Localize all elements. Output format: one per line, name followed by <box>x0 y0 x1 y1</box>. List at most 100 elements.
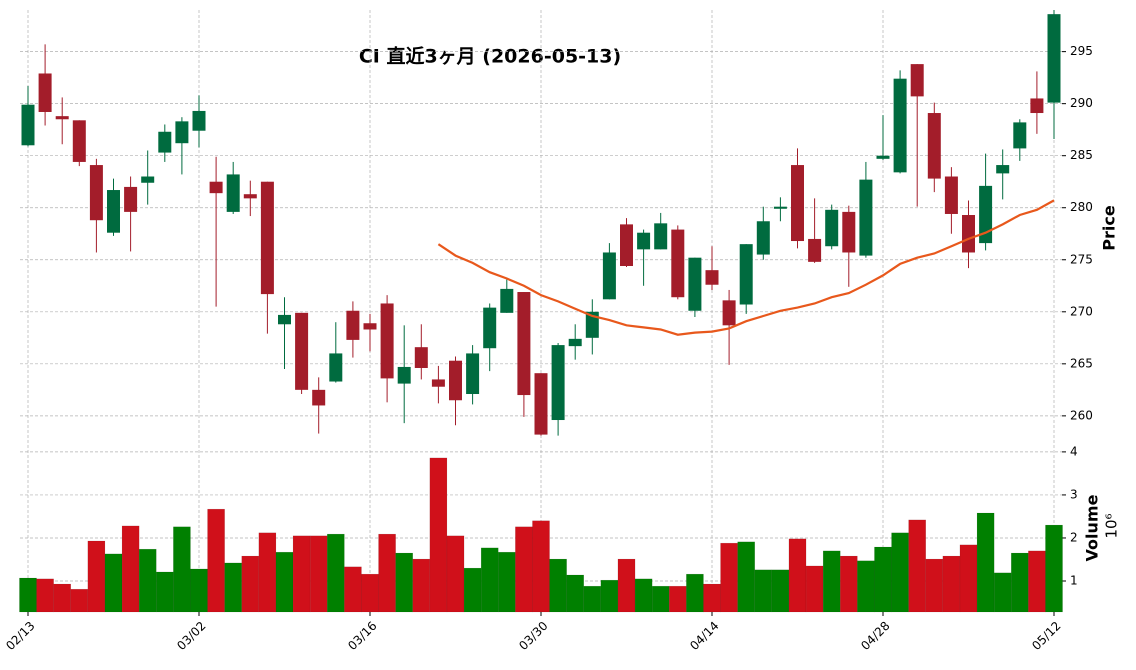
volume-bar <box>600 579 619 613</box>
volume-bar <box>840 555 858 613</box>
volume-bar <box>309 535 328 613</box>
candle-body <box>876 155 890 159</box>
volume-bar <box>498 551 516 613</box>
volume-bar <box>173 526 191 613</box>
candle-body <box>124 186 138 212</box>
y-tick-label: 265 <box>1070 356 1093 370</box>
volume-bar <box>669 585 687 613</box>
volume-bar <box>446 535 465 613</box>
y-tick-label: 2 <box>1070 530 1078 544</box>
candle-body <box>346 310 360 340</box>
volume-bar <box>275 551 294 613</box>
volume-bar <box>651 585 670 613</box>
x-tick-label: 03/02 <box>174 619 208 653</box>
volume-bar <box>87 540 106 613</box>
x-tick-label: 04/14 <box>687 619 721 653</box>
volume-bar <box>190 568 208 613</box>
candle-body <box>722 300 736 326</box>
y-tick-label: 3 <box>1070 487 1078 501</box>
volume-bar <box>788 538 807 613</box>
candle-body <box>312 389 326 406</box>
volume-bar <box>822 550 841 613</box>
volume-bar <box>959 544 978 613</box>
candle-body <box>585 311 599 338</box>
candle-body <box>466 353 480 395</box>
candle-body <box>602 252 616 300</box>
candle-body <box>397 366 411 384</box>
x-tick-label: 03/30 <box>516 619 550 653</box>
candle-body <box>739 244 753 305</box>
volume-bar <box>378 533 396 613</box>
volume-bar <box>771 569 790 613</box>
candle-body <box>671 229 685 298</box>
candle-body <box>431 379 445 387</box>
x-tick-label: 05/12 <box>1029 619 1063 653</box>
volume-bar <box>53 583 72 613</box>
y-tick-label: 260 <box>1070 408 1093 422</box>
candle-body <box>55 116 69 120</box>
candle-body <box>825 209 839 247</box>
candle-body <box>534 373 548 435</box>
volume-bar <box>686 573 704 613</box>
volume-bar <box>224 562 242 613</box>
candle-body <box>705 270 719 285</box>
x-tick-label: 02/13 <box>3 619 37 653</box>
volume-bar <box>258 532 277 613</box>
y-tick-label: 290 <box>1070 96 1093 110</box>
candle-body <box>192 110 206 131</box>
candle-body <box>517 292 531 396</box>
candle-body <box>89 165 103 221</box>
candle-body <box>756 221 770 255</box>
y-tick-label: 270 <box>1070 304 1093 318</box>
volume-bar <box>617 558 636 613</box>
candle-body <box>500 288 514 313</box>
y-tick-label: 295 <box>1070 44 1093 58</box>
candle-body <box>260 181 274 295</box>
candle-body <box>1013 122 1027 149</box>
volume-bar <box>549 558 567 613</box>
volume-bar <box>1011 552 1029 613</box>
volume-bar <box>857 560 875 613</box>
candle-body <box>483 307 497 349</box>
volume-bar <box>1028 550 1046 613</box>
volume-bar <box>429 457 448 613</box>
volume-bar <box>412 558 431 613</box>
candle-body <box>72 120 86 162</box>
volume-bar <box>19 577 37 613</box>
candle-body <box>21 104 35 146</box>
candle-body <box>175 121 189 144</box>
volume-bar <box>737 541 756 613</box>
moving-average-line <box>437 199 1055 336</box>
candle-body <box>910 64 924 97</box>
volume-bar <box>925 558 944 613</box>
volume-bar <box>908 519 927 613</box>
volume-bar <box>463 567 482 613</box>
y-tick-label: 275 <box>1070 252 1093 266</box>
candle-body <box>141 176 155 183</box>
y-tick-label: 1 <box>1070 574 1078 588</box>
candle-body <box>859 179 873 256</box>
chart-title: CI 直近3ヶ月 (2026-05-13) <box>359 45 621 68</box>
volume-bar <box>327 533 345 613</box>
candle-body <box>363 323 377 330</box>
candle-body <box>927 113 941 179</box>
candle-body <box>996 165 1010 174</box>
candle-body <box>414 347 428 368</box>
candle-body <box>38 73 52 112</box>
candle-body <box>962 215 975 253</box>
volume-bar <box>754 569 773 613</box>
candle-body <box>654 223 668 250</box>
candle-body <box>278 314 291 325</box>
x-tick-label: 03/16 <box>345 619 379 653</box>
volume-bar <box>480 547 499 613</box>
candle-body <box>620 224 633 267</box>
candle-body <box>688 257 702 311</box>
candle-body <box>944 176 958 214</box>
candle-body <box>1030 98 1044 114</box>
candle-body <box>329 353 343 382</box>
y-tick-label: 285 <box>1070 148 1093 162</box>
candle-body <box>808 238 822 262</box>
candle-body <box>773 206 787 209</box>
volume-bar <box>532 520 550 613</box>
